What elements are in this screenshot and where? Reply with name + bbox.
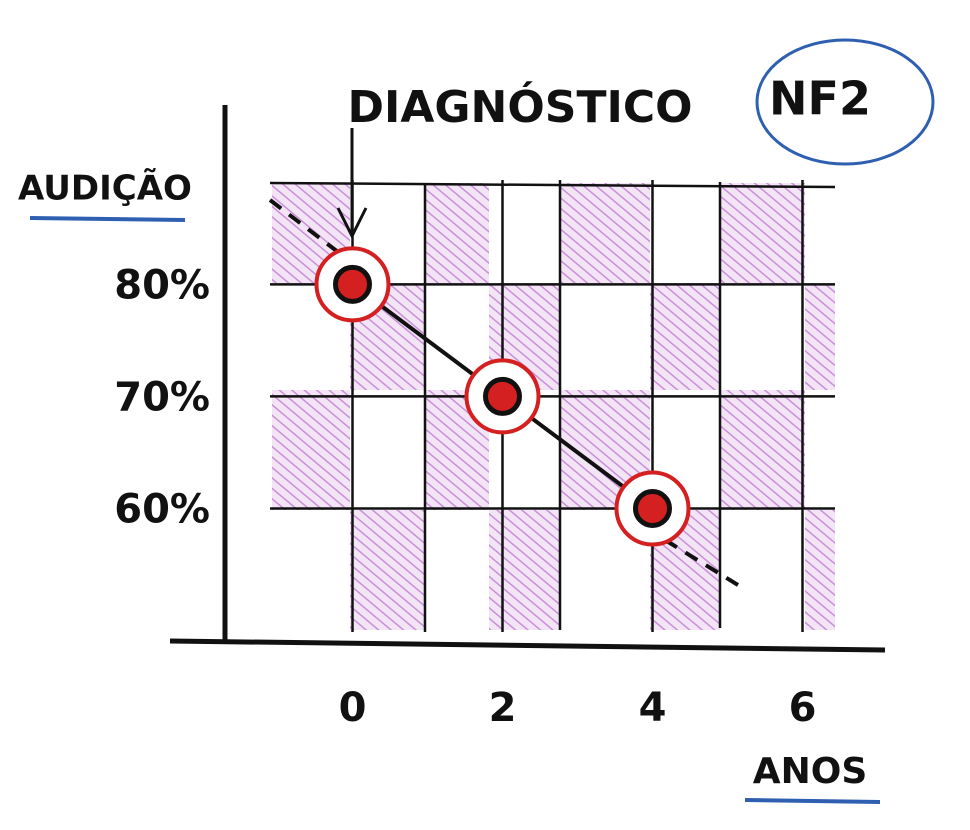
marker (314, 246, 391, 323)
x-axis-label: ANOS (753, 751, 868, 792)
annotation: DIAGNÓSTICO (347, 80, 692, 133)
chart-title: NF2 (769, 72, 871, 126)
y-tick-label: 80% (114, 262, 210, 308)
y-tick-label: 70% (114, 374, 210, 420)
x-tick-label: 6 (789, 685, 817, 731)
y-tick-label: 60% (114, 487, 210, 533)
x-tick-label: 0 (339, 685, 367, 731)
underline (744, 798, 881, 804)
x-axis (169, 638, 886, 653)
underline (29, 216, 186, 222)
marker (614, 470, 691, 547)
x-tick-label: 4 (639, 685, 667, 731)
y-axis-label: AUDIÇÃO (18, 168, 192, 209)
x-tick-label: 2 (489, 685, 517, 731)
decor-grid (269, 180, 836, 632)
title-circle (755, 38, 935, 166)
marker-part (633, 489, 672, 528)
marker-part (483, 376, 522, 416)
hatch-cells (272, 183, 835, 630)
marker (464, 358, 541, 435)
marker-part (333, 264, 372, 304)
